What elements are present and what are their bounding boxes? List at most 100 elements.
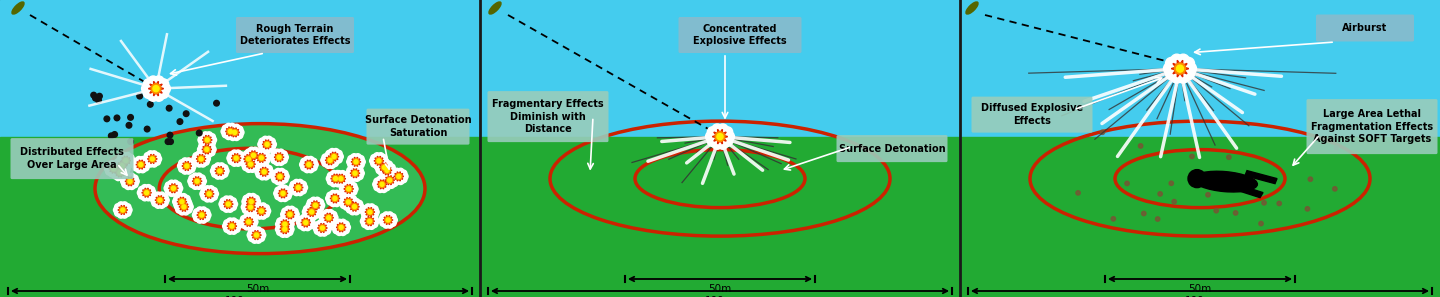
Circle shape xyxy=(226,126,233,133)
Circle shape xyxy=(346,170,353,177)
Circle shape xyxy=(317,220,324,227)
Circle shape xyxy=(301,218,311,228)
Circle shape xyxy=(242,207,249,214)
Circle shape xyxy=(374,178,380,185)
Polygon shape xyxy=(121,156,131,165)
Circle shape xyxy=(328,158,336,165)
Circle shape xyxy=(154,91,164,101)
Circle shape xyxy=(321,217,327,224)
Circle shape xyxy=(226,132,233,139)
Circle shape xyxy=(279,230,287,237)
Circle shape xyxy=(1175,63,1185,74)
Polygon shape xyxy=(147,154,157,164)
Circle shape xyxy=(248,223,253,230)
Circle shape xyxy=(338,175,344,182)
Circle shape xyxy=(279,216,287,223)
Circle shape xyxy=(357,170,364,177)
Circle shape xyxy=(189,165,194,172)
Circle shape xyxy=(135,166,143,173)
Circle shape xyxy=(151,200,158,206)
Circle shape xyxy=(121,162,127,169)
Circle shape xyxy=(281,157,287,164)
Circle shape xyxy=(333,157,340,164)
Circle shape xyxy=(312,206,320,212)
Polygon shape xyxy=(135,160,145,169)
Circle shape xyxy=(246,157,251,161)
Polygon shape xyxy=(168,184,179,193)
Text: 100m: 100m xyxy=(706,296,734,297)
Circle shape xyxy=(276,218,284,225)
Circle shape xyxy=(1155,217,1159,221)
Circle shape xyxy=(118,160,124,167)
Circle shape xyxy=(154,156,161,162)
Circle shape xyxy=(347,158,354,165)
Circle shape xyxy=(304,221,308,225)
Circle shape xyxy=(151,151,157,158)
Circle shape xyxy=(379,170,386,177)
Circle shape xyxy=(287,211,294,217)
Circle shape xyxy=(251,156,258,162)
Circle shape xyxy=(243,195,251,202)
Polygon shape xyxy=(382,166,392,175)
Polygon shape xyxy=(202,135,212,145)
Circle shape xyxy=(350,202,357,208)
Circle shape xyxy=(144,189,150,196)
Circle shape xyxy=(127,122,132,128)
Circle shape xyxy=(166,188,173,195)
Circle shape xyxy=(228,152,235,159)
Text: Surface Detonation: Surface Detonation xyxy=(838,144,945,154)
Circle shape xyxy=(346,186,351,192)
Circle shape xyxy=(372,218,379,225)
Circle shape xyxy=(1214,208,1218,213)
Circle shape xyxy=(370,157,376,164)
Circle shape xyxy=(324,222,331,228)
Circle shape xyxy=(202,141,209,148)
Circle shape xyxy=(382,172,389,178)
Circle shape xyxy=(400,170,408,177)
Circle shape xyxy=(338,224,344,230)
Circle shape xyxy=(308,219,315,226)
Circle shape xyxy=(377,179,387,189)
Circle shape xyxy=(144,88,154,99)
Circle shape xyxy=(128,183,135,189)
Circle shape xyxy=(346,199,351,205)
Circle shape xyxy=(229,134,236,140)
Circle shape xyxy=(204,148,209,151)
Circle shape xyxy=(256,159,264,166)
Circle shape xyxy=(170,185,177,192)
Circle shape xyxy=(171,189,179,196)
Circle shape xyxy=(312,202,318,208)
Circle shape xyxy=(281,176,288,183)
Circle shape xyxy=(259,167,269,177)
Circle shape xyxy=(276,224,284,230)
Circle shape xyxy=(154,192,161,199)
Circle shape xyxy=(118,205,128,215)
Circle shape xyxy=(212,170,219,177)
Circle shape xyxy=(312,225,320,231)
Circle shape xyxy=(1164,63,1175,75)
Circle shape xyxy=(179,199,186,205)
Circle shape xyxy=(393,171,403,181)
Circle shape xyxy=(151,197,157,204)
Circle shape xyxy=(271,157,278,164)
Circle shape xyxy=(196,179,199,183)
Circle shape xyxy=(127,154,134,161)
Circle shape xyxy=(353,199,360,206)
Circle shape xyxy=(183,195,190,202)
Circle shape xyxy=(249,156,256,163)
Polygon shape xyxy=(331,174,340,183)
Circle shape xyxy=(148,91,158,101)
Circle shape xyxy=(189,160,194,167)
Circle shape xyxy=(360,208,367,215)
Circle shape xyxy=(372,206,379,213)
Circle shape xyxy=(1308,177,1313,181)
Circle shape xyxy=(301,224,307,231)
Circle shape xyxy=(279,224,289,234)
Circle shape xyxy=(210,168,217,174)
Circle shape xyxy=(354,163,361,170)
Circle shape xyxy=(325,156,333,163)
Circle shape xyxy=(1176,54,1189,66)
Circle shape xyxy=(121,208,125,212)
Circle shape xyxy=(351,186,359,192)
Circle shape xyxy=(207,186,215,192)
